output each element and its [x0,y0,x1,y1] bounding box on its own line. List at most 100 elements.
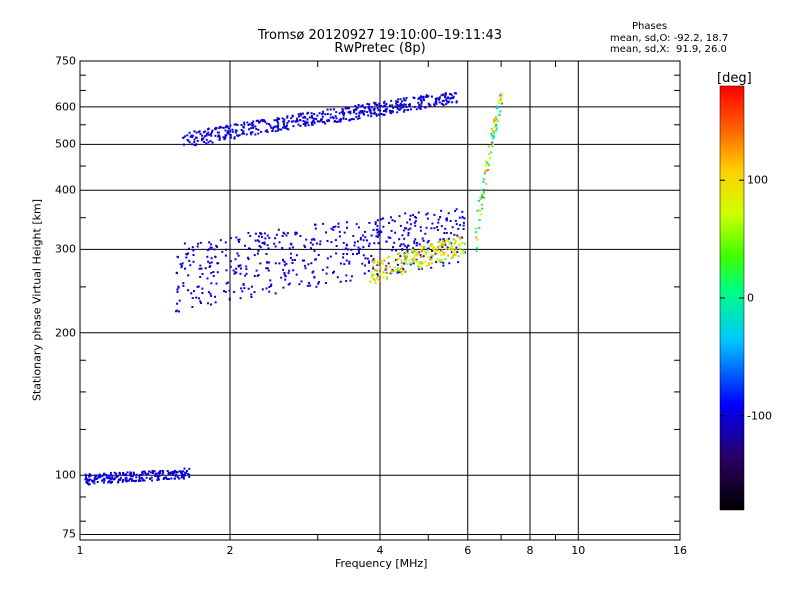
data-point [133,479,135,482]
data-point [478,209,481,212]
data-point [214,134,217,137]
data-point [326,257,329,260]
data-point [150,476,153,479]
data-point [122,479,124,481]
data-point [210,261,213,264]
data-point [157,472,160,475]
data-point [84,478,87,481]
data-point [182,470,184,473]
data-point [283,273,286,276]
data-point [350,275,353,278]
data-point [490,127,493,130]
data-point [499,92,502,95]
data-point [149,471,152,474]
data-point [481,207,484,210]
data-point [342,114,345,117]
data-point [492,129,495,132]
data-point [184,267,186,270]
data-point [402,105,405,108]
data-point [357,249,360,252]
data-point [182,473,185,476]
data-point [271,130,274,132]
data-point [379,109,382,112]
data-point [415,260,418,263]
data-point [410,249,413,252]
data-point [241,132,244,135]
data-point [357,252,360,254]
data-point [413,221,416,224]
data-point [436,226,438,229]
data-point [409,263,412,266]
data-point [439,245,442,248]
data-point [364,230,366,233]
data-point [99,474,102,477]
data-point [397,98,399,101]
data-point [372,277,375,280]
data-point [370,255,373,257]
data-point [310,238,313,241]
data-point [204,130,207,133]
data-point [340,111,343,114]
data-point [390,216,392,219]
data-point [363,272,366,275]
data-point [447,97,450,100]
data-point [207,131,210,134]
data-point [409,227,412,230]
data-point [159,470,162,472]
data-point [454,240,457,243]
data-point [373,242,376,245]
data-point [353,108,356,111]
data-point [500,101,503,104]
data-point [476,247,478,250]
data-point [390,110,393,113]
data-point [305,122,308,125]
data-point [193,130,196,133]
data-point [300,280,303,283]
data-point [384,266,387,269]
data-point [452,96,455,99]
data-point [192,260,195,263]
data-point [167,473,170,476]
data-point [478,227,481,230]
data-point [377,113,380,116]
data-point [383,104,386,107]
data-point [88,473,91,476]
data-point [385,110,388,113]
data-point [174,474,177,477]
data-point [224,134,227,137]
data-point [257,132,260,135]
data-point [382,276,385,279]
data-point [274,292,277,295]
data-point [373,101,376,104]
data-point [254,239,257,242]
data-point [242,126,245,129]
data-point [257,249,260,252]
data-point [135,473,138,476]
data-point [172,473,174,476]
data-point [346,253,348,255]
data-point [265,129,268,132]
data-point [412,262,415,265]
data-point [214,295,216,298]
data-point [285,234,288,237]
data-point [297,123,300,126]
data-point [252,126,255,129]
data-point [415,108,418,111]
data-point [311,271,314,274]
data-point [197,285,200,288]
data-point [348,260,351,263]
data-point [147,472,150,475]
data-point [172,472,175,475]
data-point [407,234,410,237]
data-point [283,122,285,125]
data-point [499,110,502,113]
data-point [483,178,485,181]
data-point [288,269,291,272]
data-point [266,261,269,264]
data-point [175,471,178,474]
data-point [276,120,279,123]
data-point [265,287,268,290]
data-point [425,226,428,229]
data-point [433,227,436,230]
data-point [276,125,279,128]
